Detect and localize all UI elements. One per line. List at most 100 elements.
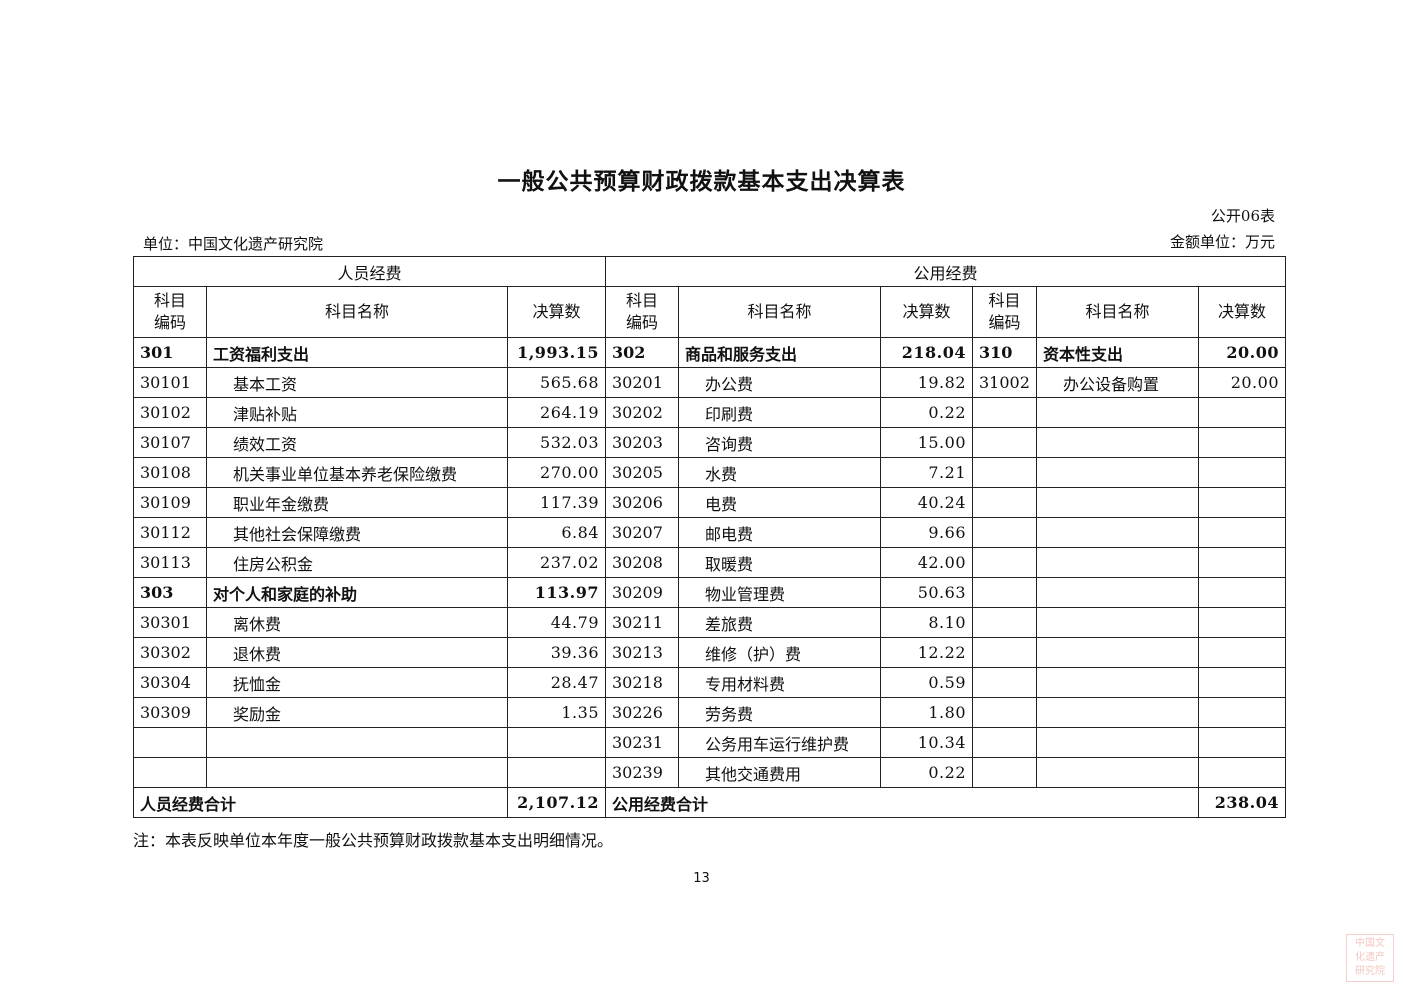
subject-name: [1036, 757, 1199, 788]
subject-name: 印刷费: [678, 397, 881, 428]
public-total-amount: 238.04: [1198, 787, 1286, 818]
subject-code: [972, 607, 1037, 638]
amount-header-text: 决算数: [1217, 302, 1266, 321]
subject-name: 津贴补贴: [206, 397, 508, 428]
table-row: 30239 其他交通费用 0.22: [133, 757, 1286, 788]
amount-value: [1198, 607, 1286, 638]
amount-value: 8.10: [880, 607, 973, 638]
name-header-text: 科目名称: [1085, 302, 1150, 321]
subject-code: 30202: [605, 397, 679, 428]
subject-name: 抚恤金: [206, 667, 508, 698]
code-header-text: 科目 编码: [153, 291, 186, 332]
code-header-text: 科目 编码: [625, 291, 658, 332]
form-number: 公开06表: [1210, 207, 1275, 225]
amount-value: 50.63: [880, 577, 973, 608]
subject-code: 30211: [605, 607, 679, 638]
subject-name: 公务用车运行维护费: [678, 727, 881, 758]
subject-name: [1036, 697, 1199, 728]
subject-name: 退休费: [206, 637, 508, 668]
subject-code: 30207: [605, 517, 679, 548]
table-row: 30102 津贴补贴 264.19 30202 印刷费 0.22: [133, 397, 1286, 428]
amount-value: 39.36: [507, 637, 606, 668]
code-header: 科目 编码: [605, 286, 679, 338]
subject-name: 资本性支出: [1036, 337, 1199, 368]
subject-name: 商品和服务支出: [678, 337, 881, 368]
code-header-text: 科目 编码: [988, 291, 1021, 332]
amount-header: 决算数: [1198, 286, 1286, 338]
subject-name: 其他社会保障缴费: [206, 517, 508, 548]
totals-row: 人员经费合计 2,107.12 公用经费合计 238.04: [133, 787, 1286, 818]
subject-code: 30109: [133, 487, 207, 518]
subject-code: 30209: [605, 577, 679, 608]
table-row: 30112 其他社会保障缴费 6.84 30207 邮电费 9.66: [133, 517, 1286, 548]
subject-name: [1036, 457, 1199, 488]
amount-value: [1198, 727, 1286, 758]
subject-code: 30304: [133, 667, 207, 698]
subject-name: 办公费: [678, 367, 881, 398]
amount-value: 1.35: [507, 697, 606, 728]
subject-code: 30101: [133, 367, 207, 398]
table-row: 30304 抚恤金 28.47 30218 专用材料费 0.59: [133, 667, 1286, 698]
amount-value: 0.22: [880, 397, 973, 428]
subject-name: [1036, 607, 1199, 638]
amount-value: 6.84: [507, 517, 606, 548]
subject-code: [972, 577, 1037, 608]
personnel-total-label: 人员经费合计: [133, 787, 508, 818]
subject-name: [1036, 547, 1199, 578]
subject-code: 30107: [133, 427, 207, 458]
code-header: 科目 编码: [133, 286, 207, 338]
subject-name: 办公设备购置: [1036, 367, 1199, 398]
table-row: 301 工资福利支出 1,993.15 302 商品和服务支出 218.04 310 资本性支…: [133, 337, 1286, 368]
amount-value: [1198, 697, 1286, 728]
amount-header-text: 决算数: [532, 302, 581, 321]
amount-value: [507, 727, 606, 758]
subject-code: 30108: [133, 457, 207, 488]
subject-code: 30213: [605, 637, 679, 668]
amount-unit-label: 金额单位：万元: [1169, 233, 1275, 251]
subject-code: 30203: [605, 427, 679, 458]
subject-name: 机关事业单位基本养老保险缴费: [206, 457, 508, 488]
amount-value: 28.47: [507, 667, 606, 698]
subject-code: [972, 697, 1037, 728]
amount-value: [1198, 667, 1286, 698]
subject-code: [972, 667, 1037, 698]
subject-name: 基本工资: [206, 367, 508, 398]
subject-name: 维修（护）费: [678, 637, 881, 668]
code-header: 科目 编码: [972, 286, 1037, 338]
subject-name: 其他交通费用: [678, 757, 881, 788]
subject-name: [1036, 487, 1199, 518]
subject-name: [1036, 667, 1199, 698]
table-row: 30108 机关事业单位基本养老保险缴费 270.00 30205 水费 7.21: [133, 457, 1286, 488]
subject-code: 303: [133, 577, 207, 608]
subject-code: [972, 757, 1037, 788]
table-row: 30302 退休费 39.36 30213 维修（护）费 12.22: [133, 637, 1286, 668]
subject-name: 离休费: [206, 607, 508, 638]
amount-value: [1198, 577, 1286, 608]
table-row: 303 对个人和家庭的补助 113.97 30209 物业管理费 50.63: [133, 577, 1286, 608]
subject-code: [972, 547, 1037, 578]
subject-name: [1036, 637, 1199, 668]
subject-name: [206, 727, 508, 758]
subject-name: 绩效工资: [206, 427, 508, 458]
subject-name: [206, 757, 508, 788]
subject-code: 30231: [605, 727, 679, 758]
subject-code: 31002: [972, 367, 1037, 398]
amount-value: 117.39: [507, 487, 606, 518]
amount-value: [1198, 457, 1286, 488]
personnel-header: 人员经费: [133, 256, 606, 287]
amount-value: [507, 757, 606, 788]
amount-value: 20.00: [1198, 337, 1286, 368]
subject-code: [972, 427, 1037, 458]
amount-value: 1,993.15: [507, 337, 606, 368]
amount-value: 264.19: [507, 397, 606, 428]
footnote: 注：本表反映单位本年度一般公共预算财政拨款基本支出明细情况。: [133, 831, 614, 850]
subject-name: 住房公积金: [206, 547, 508, 578]
subject-name: 对个人和家庭的补助: [206, 577, 508, 608]
amount-value: [1198, 427, 1286, 458]
subject-code: 302: [605, 337, 679, 368]
amount-value: 9.66: [880, 517, 973, 548]
subject-code: 30205: [605, 457, 679, 488]
amount-value: [1198, 487, 1286, 518]
subject-name: 差旅费: [678, 607, 881, 638]
expenditure-table: 人员经费 公用经费 科目 编码 科目名称 决算数 科目 编码 科目名称 决算数 科目 编码 科…: [133, 256, 1286, 818]
